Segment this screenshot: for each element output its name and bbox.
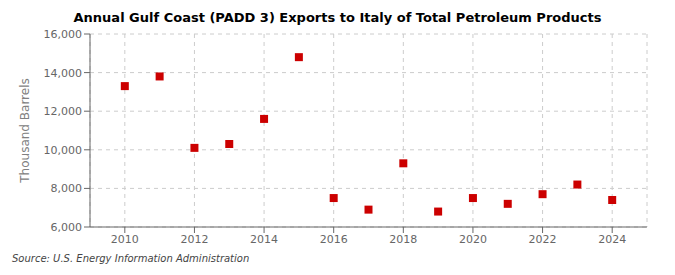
html-text:Annual Gulf Coast (PADD 3) Exp: Annual Gulf Coast (PADD 3) Exports to It…	[73, 10, 602, 25]
svg-text:14,000: 14,000	[44, 67, 83, 80]
svg-text:2016: 2016	[320, 233, 348, 246]
svg-text:2010: 2010	[111, 233, 139, 246]
svg-text:10,000: 10,000	[44, 144, 83, 157]
svg-text:16,000: 16,000	[44, 28, 83, 41]
html-text:Source: U.S. Energy Informatio: Source: U.S. Energy Information Administ…	[12, 253, 250, 264]
svg-text:Thousand Barrels: Thousand Barrels	[18, 78, 32, 183]
svg-text:8,000: 8,000	[51, 182, 83, 195]
svg-text:2020: 2020	[459, 233, 487, 246]
svg-text:2018: 2018	[389, 233, 417, 246]
svg-text:2022: 2022	[529, 233, 557, 246]
svg-text:6,000: 6,000	[51, 221, 83, 234]
svg-text:12,000: 12,000	[44, 105, 83, 118]
svg-text:2024: 2024	[598, 233, 626, 246]
svg-text:2014: 2014	[250, 233, 278, 246]
svg-text:2012: 2012	[180, 233, 208, 246]
